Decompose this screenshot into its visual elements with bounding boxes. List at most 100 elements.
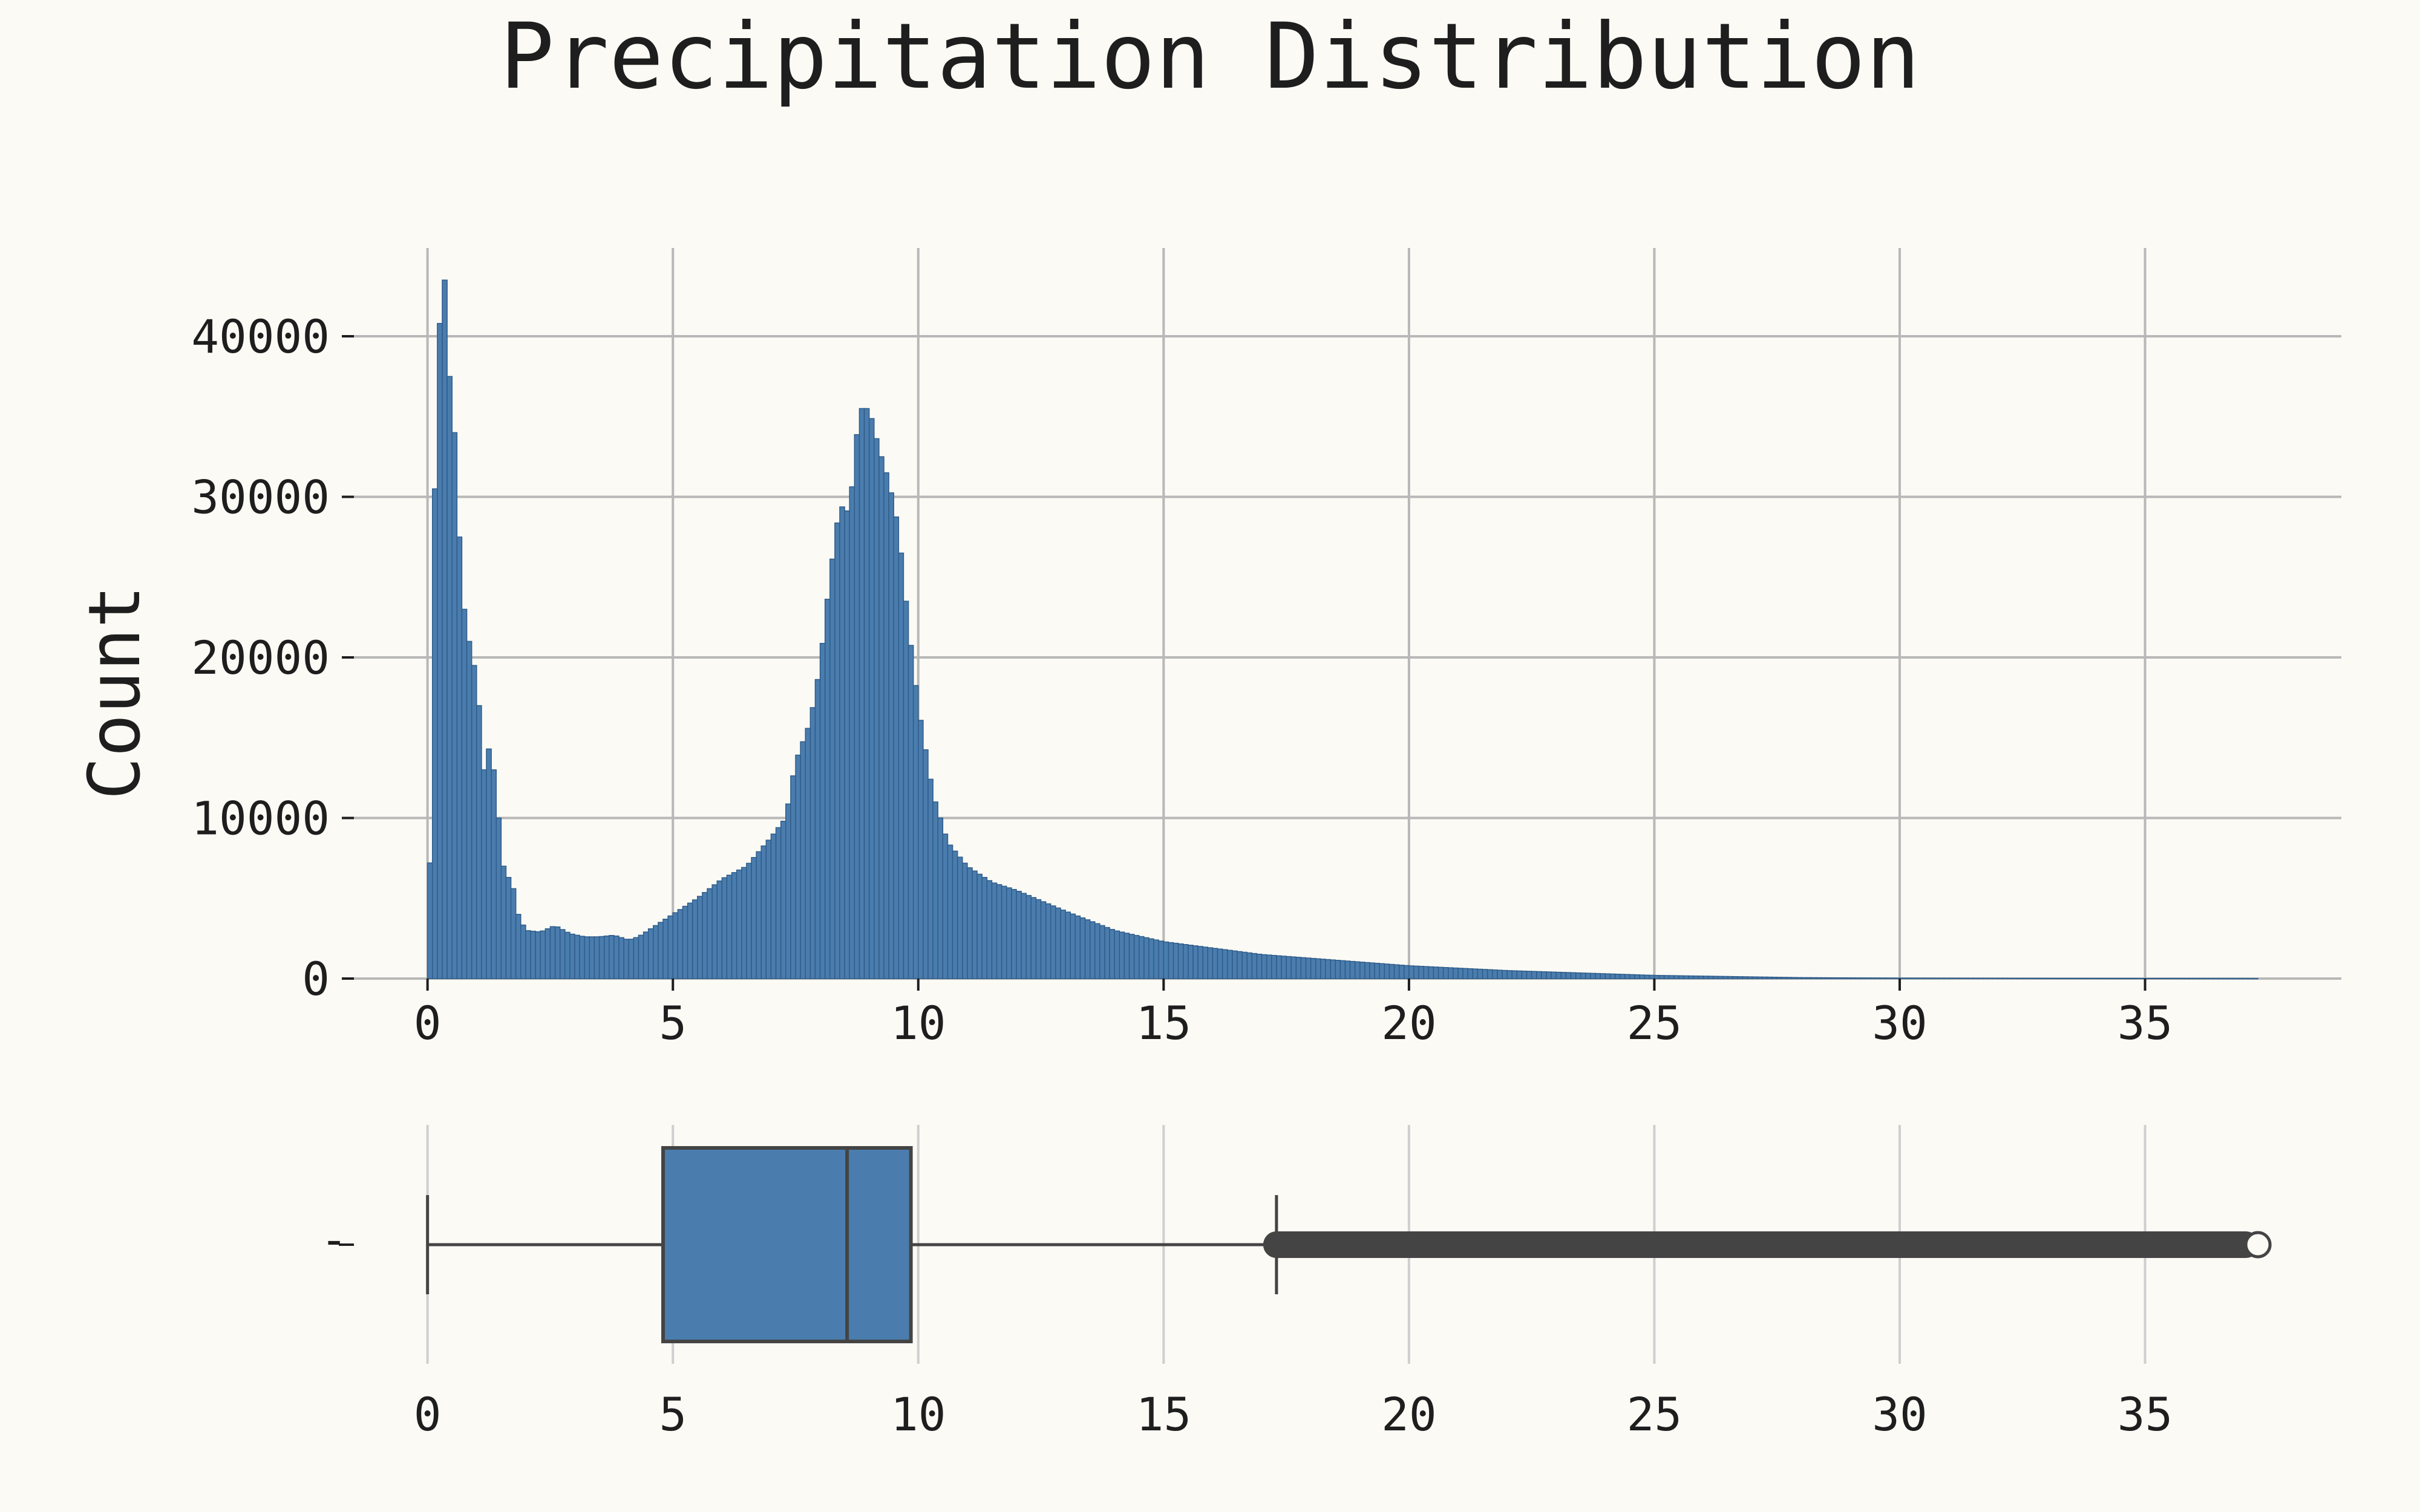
histogram-bar [1084, 919, 1091, 979]
histogram-bar [466, 640, 473, 979]
histogram-bar [942, 833, 949, 979]
histogram-bar [716, 880, 723, 979]
y-tick-label: 40000 [191, 310, 330, 363]
histogram-bar [751, 857, 757, 979]
histogram-bar [667, 915, 673, 979]
histogram-bar [1232, 950, 1238, 979]
histogram-bar [986, 880, 993, 979]
histogram-bar [1580, 973, 1586, 979]
histogram-bar [1168, 942, 1174, 979]
histogram-bar [1521, 970, 1528, 979]
histogram-bar [1433, 966, 1439, 979]
box-x-tick-label: 30 [1872, 1387, 1928, 1441]
histogram-bar [1987, 977, 1993, 979]
histogram-bar [702, 891, 708, 979]
histogram-bar [549, 926, 556, 979]
histogram-bar [633, 937, 639, 979]
histogram-bar [1025, 894, 1032, 979]
histogram-bar [1762, 976, 1768, 979]
histogram-bar [1172, 942, 1179, 979]
histogram-bar [1339, 960, 1346, 979]
histogram-bar [1128, 934, 1135, 979]
histogram-y-ticks: 0 10000 20000 30000 40000 [191, 310, 354, 1006]
histogram-bar [579, 936, 585, 979]
histogram-bar [1492, 969, 1498, 979]
histogram-bar [1295, 957, 1302, 979]
histogram-bar [883, 472, 889, 979]
histogram-bar [486, 748, 492, 979]
histogram-bar [829, 558, 836, 979]
histogram-bar [1850, 977, 1856, 979]
histogram-bar [1948, 977, 1954, 979]
histogram-bar [962, 862, 968, 979]
histogram-bar [1256, 953, 1263, 979]
histogram-bar [1148, 938, 1154, 979]
histogram-bar [1153, 939, 1159, 979]
histogram-bar [972, 870, 978, 979]
histogram-bar [1094, 923, 1100, 979]
histogram-bar [1393, 964, 1400, 979]
histogram-bar [1139, 936, 1145, 979]
histogram-bar [1555, 971, 1562, 979]
histogram-bar [1767, 976, 1773, 979]
histogram-bar [682, 905, 688, 979]
histogram-bar [1462, 968, 1468, 979]
histogram-bar [647, 928, 654, 979]
histogram-bar [643, 931, 649, 979]
histogram-bar [1953, 977, 1960, 979]
histogram-bar [1575, 972, 1581, 979]
histogram-bar [1197, 946, 1203, 979]
histogram-bar [814, 679, 821, 979]
histogram-bar [1437, 966, 1444, 979]
iqr-box [661, 1146, 913, 1343]
histogram-bar [1874, 977, 1881, 979]
histogram-bar [1418, 966, 1424, 979]
histogram-bar [1011, 888, 1017, 979]
histogram-bar [893, 516, 900, 979]
histogram-bar [564, 931, 571, 979]
histogram-bar [1021, 893, 1027, 979]
histogram-bar [574, 934, 580, 979]
histogram-bar [1192, 945, 1199, 979]
histogram-bar [1816, 977, 1822, 979]
histogram-bar [1639, 974, 1645, 979]
histogram-bar [1305, 957, 1312, 979]
histogram-bar [991, 882, 998, 979]
histogram-bar [1963, 977, 1969, 979]
histogram-bar [1663, 975, 1670, 979]
histogram-bar [1983, 977, 1989, 979]
histogram-bar [1771, 976, 1777, 979]
histogram-bar [912, 685, 919, 979]
histogram-bar [515, 914, 522, 979]
histogram-bar [1943, 977, 1949, 979]
histogram-bar [1448, 967, 1454, 979]
histogram-bar [1909, 977, 1915, 979]
histogram-bar [849, 486, 855, 979]
histogram-bar [613, 935, 620, 979]
histogram-bar [874, 438, 880, 979]
histogram-bar [1889, 977, 1895, 979]
histogram-bar [1079, 917, 1086, 979]
histogram-bar [594, 936, 600, 979]
histogram-bar [1177, 943, 1184, 979]
histogram-bar [1727, 976, 1733, 979]
histogram-bar [1624, 974, 1630, 979]
histogram-bar [775, 827, 782, 979]
histogram-bar [638, 934, 644, 979]
histogram-bar [800, 741, 806, 979]
y-axis-label: Count [73, 585, 156, 800]
histogram-bar [1649, 974, 1655, 979]
histogram-bar [1702, 976, 1709, 979]
histogram-bar [844, 510, 850, 979]
histogram-bar [628, 939, 635, 979]
histogram-bar [937, 817, 944, 979]
histogram-bar [1894, 977, 1900, 979]
histogram-bar [1732, 976, 1739, 979]
histogram-bar [1266, 954, 1272, 979]
x-tick-label: 30 [1872, 996, 1928, 1050]
histogram-panel: 0 5 10 15 20 25 30 35 0 10000 20000 30000 40000 Cou… [73, 248, 2341, 1050]
histogram-bar [770, 833, 777, 979]
histogram-bar [1320, 959, 1326, 979]
histogram-bar [1923, 977, 1930, 979]
histogram-bars [427, 279, 2258, 980]
